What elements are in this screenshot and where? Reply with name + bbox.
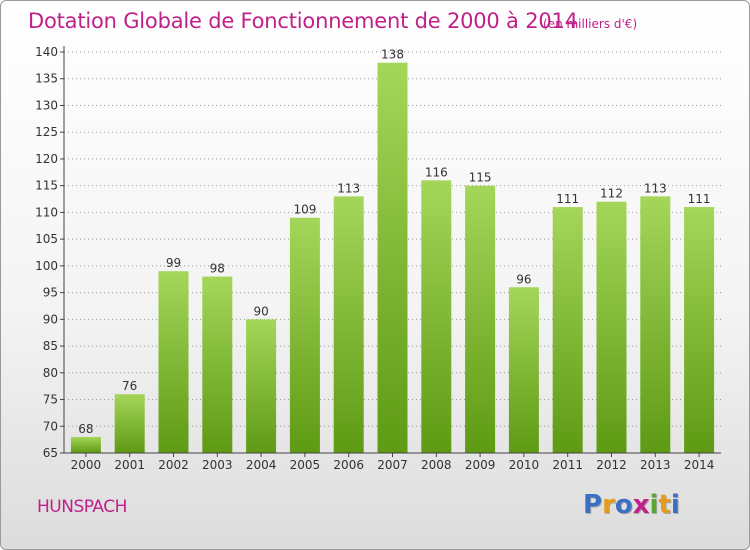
data-label-2003: 98 — [210, 262, 225, 276]
x-tick-label-2008: 2008 — [421, 458, 452, 472]
logo-letter: i — [649, 490, 659, 520]
logo-letter: i — [670, 490, 680, 520]
data-label-2010: 96 — [516, 272, 531, 286]
y-tick-label: 75 — [43, 393, 58, 407]
x-tick-label-2004: 2004 — [246, 458, 277, 472]
y-tick-label: 95 — [43, 286, 58, 300]
y-tick-label: 105 — [35, 232, 58, 246]
data-label-2004: 90 — [253, 304, 268, 318]
chart-subtitle: (en milliers d'€) — [543, 17, 638, 31]
commune-name: HUNSPACH — [37, 497, 127, 517]
y-tick-label: 80 — [43, 366, 58, 380]
bar-2009 — [465, 185, 496, 453]
x-tick-label-2011: 2011 — [552, 458, 583, 472]
logo-letter: P — [583, 490, 603, 520]
logo-letter: x — [632, 490, 650, 520]
data-label-2014: 111 — [688, 192, 711, 206]
y-tick-label: 120 — [35, 152, 58, 166]
y-tick-label: 140 — [35, 45, 58, 59]
y-tick-label: 65 — [43, 446, 58, 460]
x-tick-label-2012: 2012 — [596, 458, 627, 472]
x-tick-label-2001: 2001 — [114, 458, 145, 472]
x-tick-label-2002: 2002 — [158, 458, 189, 472]
data-label-2012: 112 — [600, 187, 623, 201]
x-tick-label-2014: 2014 — [684, 458, 715, 472]
proxiti-logo[interactable]: Proxiti — [583, 490, 680, 520]
data-label-2000: 68 — [78, 422, 93, 436]
bar-2000 — [70, 436, 101, 453]
logo-letter: o — [614, 490, 633, 520]
y-tick-label: 110 — [35, 205, 58, 219]
bar-2002 — [158, 271, 189, 453]
x-tick-label-2010: 2010 — [509, 458, 540, 472]
logo-letter: t — [658, 490, 671, 520]
x-tick-label-2003: 2003 — [202, 458, 233, 472]
bar-2003 — [202, 276, 233, 453]
data-label-2013: 113 — [644, 181, 667, 195]
bar-2008 — [421, 180, 452, 453]
bars: 68 76 99 98 90 109 113 138 116 115 96 111 112 113 111 — [70, 48, 715, 454]
data-label-2007: 138 — [381, 48, 404, 62]
logo-letter: r — [602, 490, 615, 520]
data-label-2011: 111 — [556, 192, 579, 206]
axes: 65 70 75 80 85 90 95 100 105 110 115 120 125 130 135 14… — [35, 45, 721, 472]
bar-2011 — [552, 207, 583, 453]
y-tick-label: 125 — [35, 125, 58, 139]
bar-2006 — [333, 196, 364, 454]
y-tick-label: 90 — [43, 312, 58, 326]
data-label-2006: 113 — [337, 181, 360, 195]
bar-2004 — [246, 319, 277, 453]
x-tick-label-2000: 2000 — [71, 458, 102, 472]
y-tick-label: 100 — [35, 259, 58, 273]
bar-2012 — [596, 201, 627, 453]
x-tick-label-2013: 2013 — [640, 458, 671, 472]
x-tick-label-2009: 2009 — [465, 458, 496, 472]
y-tick-label: 135 — [35, 72, 58, 86]
bar-2010 — [508, 287, 539, 453]
bar-2013 — [640, 196, 671, 454]
data-label-2005: 109 — [293, 203, 316, 217]
x-tick-label-2007: 2007 — [377, 458, 408, 472]
data-label-2009: 115 — [469, 171, 492, 185]
data-label-2002: 99 — [166, 256, 181, 270]
y-tick-label: 85 — [43, 339, 58, 353]
data-label-2001: 76 — [122, 379, 137, 393]
x-tick-label-2005: 2005 — [290, 458, 321, 472]
chart-title: Dotation Globale de Fonctionnement de 20… — [28, 9, 578, 33]
data-label-2008: 116 — [425, 165, 448, 179]
bar-2014 — [684, 207, 715, 453]
y-tick-label: 130 — [35, 98, 58, 112]
y-tick-label: 115 — [35, 179, 58, 193]
x-tick-label-2006: 2006 — [333, 458, 364, 472]
y-tick-label: 70 — [43, 419, 58, 433]
bar-2007 — [377, 62, 408, 454]
bar-2001 — [114, 394, 145, 453]
bar-2005 — [289, 217, 320, 453]
